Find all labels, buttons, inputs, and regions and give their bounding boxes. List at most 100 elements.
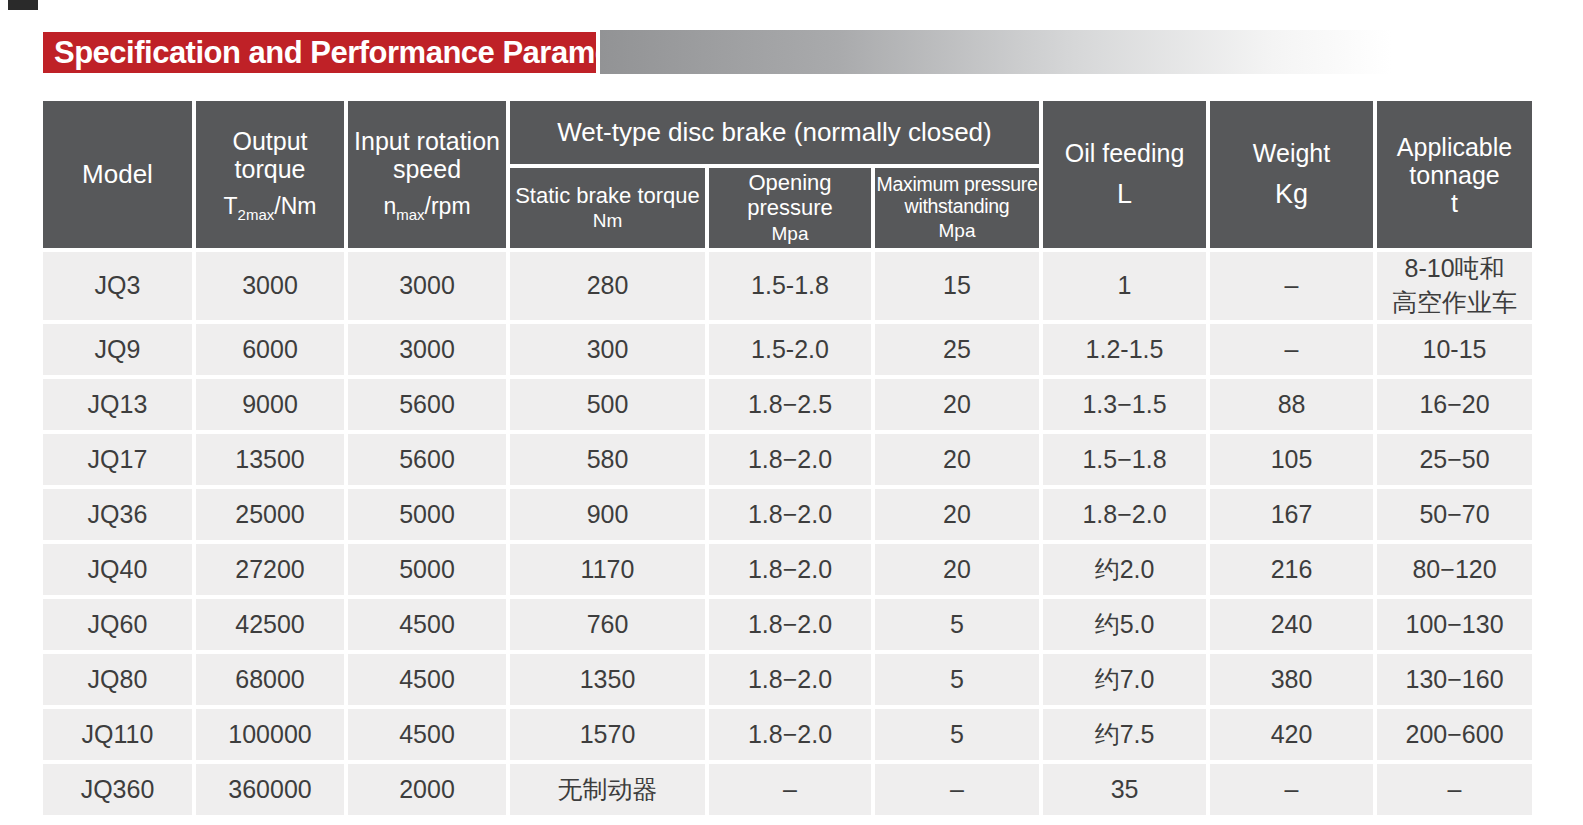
cell-static-brake: 1170 (510, 544, 705, 595)
cell-input-speed: 2000 (348, 764, 506, 815)
cell-model: JQ17 (43, 434, 192, 485)
cell-model: JQ13 (43, 379, 192, 430)
opening-pressure-unit: Mpa (709, 223, 871, 245)
output-torque-label: Output torque (196, 127, 344, 183)
cell-opening-pressure: 1.8−2.0 (709, 434, 871, 485)
col-header-max-pressure: Maximum pressure withstanding Mpa (875, 168, 1039, 248)
table-row-jq13: JQ13 9000 5600 500 1.8−2.5 20 1.3−1.5 88… (43, 379, 1532, 430)
cell-applicable-tonnage: – (1377, 764, 1532, 815)
weight-label: Weight (1210, 139, 1373, 167)
cell-output-torque: 9000 (196, 379, 344, 430)
section-title-banner: Specification and Performance Parameters (43, 32, 596, 73)
applicable-tonnage-label: Applicable tonnage (1377, 133, 1532, 189)
cell-applicable-tonnage: 16−20 (1377, 379, 1532, 430)
col-header-input-speed: Input rotation speed nmax/rpm (348, 101, 506, 248)
cell-static-brake: 500 (510, 379, 705, 430)
cell-max-pressure: 20 (875, 544, 1039, 595)
col-header-static-brake: Static brake torque Nm (510, 168, 705, 248)
cell-oil-feeding: 约7.0 (1043, 654, 1206, 705)
col-header-weight: Weight Kg (1210, 101, 1373, 248)
corner-mark (8, 0, 38, 10)
cell-opening-pressure: 1.8−2.0 (709, 709, 871, 760)
table-header: Model Output torque T2max/Nm Input rotat… (43, 101, 1532, 248)
cell-oil-feeding: 约7.5 (1043, 709, 1206, 760)
cell-max-pressure: 5 (875, 709, 1039, 760)
cell-input-speed: 4500 (348, 599, 506, 650)
cell-input-speed: 5600 (348, 379, 506, 430)
cell-opening-pressure: 1.8−2.5 (709, 379, 871, 430)
cell-max-pressure: 20 (875, 379, 1039, 430)
cell-applicable-tonnage: 10-15 (1377, 324, 1532, 375)
wet-brake-group-label: Wet-type disc brake (normally closed) (510, 118, 1039, 148)
cell-static-brake: 1350 (510, 654, 705, 705)
cell-weight: 105 (1210, 434, 1373, 485)
cell-oil-feeding: 1.2-1.5 (1043, 324, 1206, 375)
input-speed-unit: nmax/rpm (348, 193, 506, 223)
cell-model: JQ3 (43, 252, 192, 320)
cell-weight: 380 (1210, 654, 1373, 705)
opening-pressure-label: Opening pressure (709, 171, 871, 220)
cell-output-torque: 42500 (196, 599, 344, 650)
cell-weight: – (1210, 764, 1373, 815)
input-speed-label: Input rotation speed (348, 127, 506, 183)
oil-feeding-unit: L (1043, 179, 1206, 210)
cell-max-pressure: 15 (875, 252, 1039, 320)
table-row-jq80: JQ80 68000 4500 1350 1.8−2.0 5 约7.0 380 … (43, 654, 1532, 705)
cell-static-brake: 900 (510, 489, 705, 540)
cell-input-speed: 3000 (348, 324, 506, 375)
cell-output-torque: 25000 (196, 489, 344, 540)
cell-max-pressure: – (875, 764, 1039, 815)
cell-output-torque: 13500 (196, 434, 344, 485)
cell-opening-pressure: 1.8−2.0 (709, 489, 871, 540)
table-row-jq36: JQ36 25000 5000 900 1.8−2.0 20 1.8−2.0 1… (43, 489, 1532, 540)
table-body: JQ3 3000 3000 280 1.5-1.8 15 1 – 8-10吨和 … (43, 252, 1532, 815)
title-gradient-bar (600, 30, 1391, 74)
cell-oil-feeding: 35 (1043, 764, 1206, 815)
cell-oil-feeding: 1.5−1.8 (1043, 434, 1206, 485)
applicable-tonnage-unit: t (1377, 189, 1532, 217)
cell-input-speed: 5000 (348, 544, 506, 595)
cell-applicable-tonnage: 100−130 (1377, 599, 1532, 650)
cell-applicable-tonnage: 8-10吨和 高空作业车 (1377, 252, 1532, 320)
table-row-jq9: JQ9 6000 3000 300 1.5-2.0 25 1.2-1.5 – 1… (43, 324, 1532, 375)
cell-weight: 88 (1210, 379, 1373, 430)
cell-opening-pressure: 1.8−2.0 (709, 544, 871, 595)
page: { "page": { "title": "Specification and … (0, 0, 1583, 825)
cell-opening-pressure: – (709, 764, 871, 815)
cell-weight: 216 (1210, 544, 1373, 595)
col-header-applicable-tonnage: Applicable tonnage t (1377, 101, 1532, 248)
cell-model: JQ360 (43, 764, 192, 815)
static-brake-label: Static brake torque (510, 184, 705, 209)
cell-output-torque: 100000 (196, 709, 344, 760)
cell-opening-pressure: 1.5-1.8 (709, 252, 871, 320)
cell-static-brake: 760 (510, 599, 705, 650)
cell-weight: 167 (1210, 489, 1373, 540)
table-row-jq60: JQ60 42500 4500 760 1.8−2.0 5 约5.0 240 1… (43, 599, 1532, 650)
page-title: Specification and Performance Parameters (54, 35, 666, 71)
cell-input-speed: 5000 (348, 489, 506, 540)
table-row-jq110: JQ110 100000 4500 1570 1.8−2.0 5 约7.5 42… (43, 709, 1532, 760)
cell-max-pressure: 20 (875, 489, 1039, 540)
weight-unit: Kg (1210, 179, 1373, 210)
cell-oil-feeding: 约2.0 (1043, 544, 1206, 595)
max-pressure-label: Maximum pressure withstanding (875, 174, 1039, 218)
cell-static-brake: 1570 (510, 709, 705, 760)
cell-output-torque: 3000 (196, 252, 344, 320)
cell-applicable-tonnage: 200−600 (1377, 709, 1532, 760)
cell-model: JQ60 (43, 599, 192, 650)
cell-applicable-tonnage: 50−70 (1377, 489, 1532, 540)
col-header-model: Model (43, 101, 192, 248)
cell-input-speed: 4500 (348, 709, 506, 760)
oil-feeding-label: Oil feeding (1043, 139, 1206, 167)
table-row-jq3: JQ3 3000 3000 280 1.5-1.8 15 1 – 8-10吨和 … (43, 252, 1532, 320)
cell-output-torque: 68000 (196, 654, 344, 705)
col-header-opening-pressure: Opening pressure Mpa (709, 168, 871, 248)
model-label: Model (43, 160, 192, 190)
col-header-oil-feeding: Oil feeding L (1043, 101, 1206, 248)
cell-opening-pressure: 1.5-2.0 (709, 324, 871, 375)
cell-model: JQ80 (43, 654, 192, 705)
spec-table-container: Model Output torque T2max/Nm Input rotat… (39, 97, 1536, 819)
output-torque-unit: T2max/Nm (196, 193, 344, 223)
cell-model: JQ110 (43, 709, 192, 760)
cell-weight: – (1210, 324, 1373, 375)
